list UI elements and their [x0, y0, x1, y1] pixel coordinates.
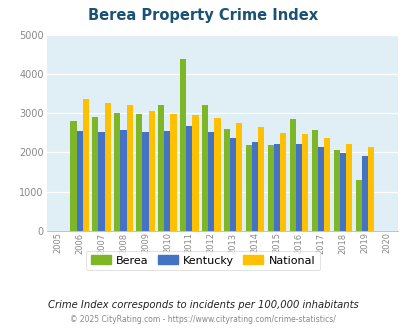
Legend: Berea, Kentucky, National: Berea, Kentucky, National: [86, 251, 319, 270]
Bar: [192, 115, 198, 231]
Bar: [114, 113, 120, 231]
Bar: [224, 129, 230, 231]
Bar: [158, 105, 164, 231]
Bar: [301, 134, 307, 231]
Bar: [77, 131, 83, 231]
Bar: [98, 132, 104, 231]
Bar: [279, 133, 286, 231]
Bar: [104, 103, 111, 231]
Bar: [367, 147, 373, 231]
Text: © 2025 CityRating.com - https://www.cityrating.com/crime-statistics/: © 2025 CityRating.com - https://www.city…: [70, 315, 335, 324]
Bar: [208, 132, 214, 231]
Bar: [236, 123, 242, 231]
Bar: [245, 145, 252, 231]
Bar: [323, 138, 329, 231]
Bar: [355, 180, 361, 231]
Bar: [92, 117, 98, 231]
Bar: [148, 111, 154, 231]
Bar: [142, 132, 148, 231]
Bar: [333, 150, 339, 231]
Bar: [361, 156, 367, 231]
Bar: [230, 138, 236, 231]
Bar: [252, 142, 258, 231]
Bar: [317, 147, 323, 231]
Bar: [202, 105, 208, 231]
Bar: [120, 130, 126, 231]
Bar: [295, 144, 301, 231]
Bar: [214, 117, 220, 231]
Text: Berea Property Crime Index: Berea Property Crime Index: [88, 8, 317, 23]
Bar: [170, 115, 176, 231]
Bar: [258, 127, 264, 231]
Bar: [267, 146, 273, 231]
Bar: [164, 131, 170, 231]
Bar: [311, 130, 317, 231]
Bar: [339, 153, 345, 231]
Bar: [289, 119, 295, 231]
Bar: [136, 115, 142, 231]
Text: Crime Index corresponds to incidents per 100,000 inhabitants: Crime Index corresponds to incidents per…: [47, 300, 358, 310]
Bar: [273, 144, 279, 231]
Bar: [345, 144, 352, 231]
Bar: [126, 105, 132, 231]
Bar: [186, 126, 192, 231]
Bar: [83, 99, 89, 231]
Bar: [180, 59, 186, 231]
Bar: [70, 121, 77, 231]
